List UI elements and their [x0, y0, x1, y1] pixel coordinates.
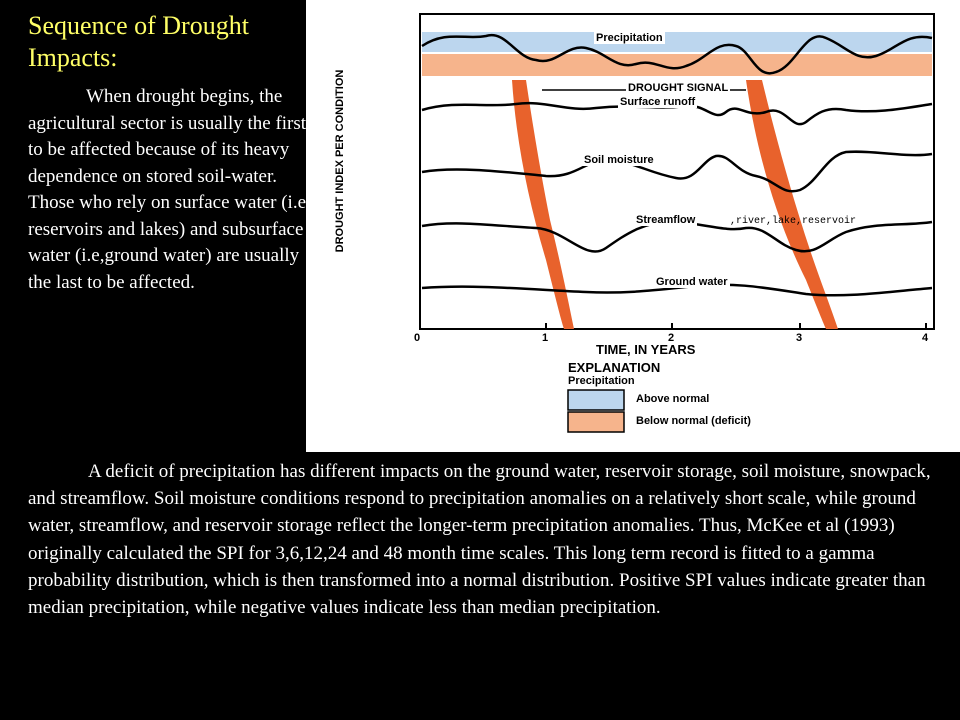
streamflow-curve: [421, 220, 933, 253]
x-tick-2: 2: [668, 332, 675, 344]
precipitation-curve: [421, 33, 933, 75]
drought-signal-label: DROUGHT SIGNAL: [626, 82, 731, 94]
slide-title: Sequence of Drought Impacts:: [28, 11, 249, 72]
plot-frame: [419, 13, 935, 330]
x-tick-3: 3: [796, 332, 803, 344]
streamflow-label: Streamflow: [634, 214, 698, 226]
soil-moisture-label: Soil moisture: [582, 154, 656, 166]
explanation-title: EXPLANATION: [568, 360, 661, 375]
y-axis-label: DROUGHT INDEX PER CONDITION: [334, 69, 346, 253]
legend-above-normal-label: Above normal: [636, 393, 710, 405]
x-tick-1: 1: [542, 332, 549, 344]
left-paragraph: When drought begins, the agricultural se…: [28, 86, 311, 293]
above-normal-band: [422, 32, 932, 52]
x-axis-title: TIME, IN YEARS: [596, 342, 696, 357]
precipitation-label: Precipitation: [594, 32, 665, 44]
diagram-graphics: [419, 13, 935, 433]
streamflow-note: ,river,lake,reservoir: [730, 216, 857, 227]
soil-moisture-curve: [421, 150, 933, 193]
legend-above-normal-swatch: [567, 389, 625, 411]
surface-runoff-label: Surface runoff: [618, 96, 698, 108]
drought-signal-band-1: [512, 80, 574, 329]
legend-below-normal-swatch: [567, 411, 625, 433]
x-tick-4: 4: [922, 332, 929, 344]
explanation-subtitle: Precipitation: [568, 375, 635, 387]
drought-signal-band-2: [746, 80, 838, 329]
x-tick-0: 0: [414, 332, 421, 344]
bottom-paragraph: A deficit of precipitation has different…: [28, 461, 931, 619]
below-normal-band: [422, 54, 932, 76]
surface-runoff-curve: [421, 101, 933, 126]
legend-below-normal-label: Below normal (deficit): [636, 415, 751, 427]
ground-water-label: Ground water: [654, 276, 730, 288]
drought-diagram: DROUGHT INDEX PER CONDITION Precipitatio…: [306, 0, 960, 452]
